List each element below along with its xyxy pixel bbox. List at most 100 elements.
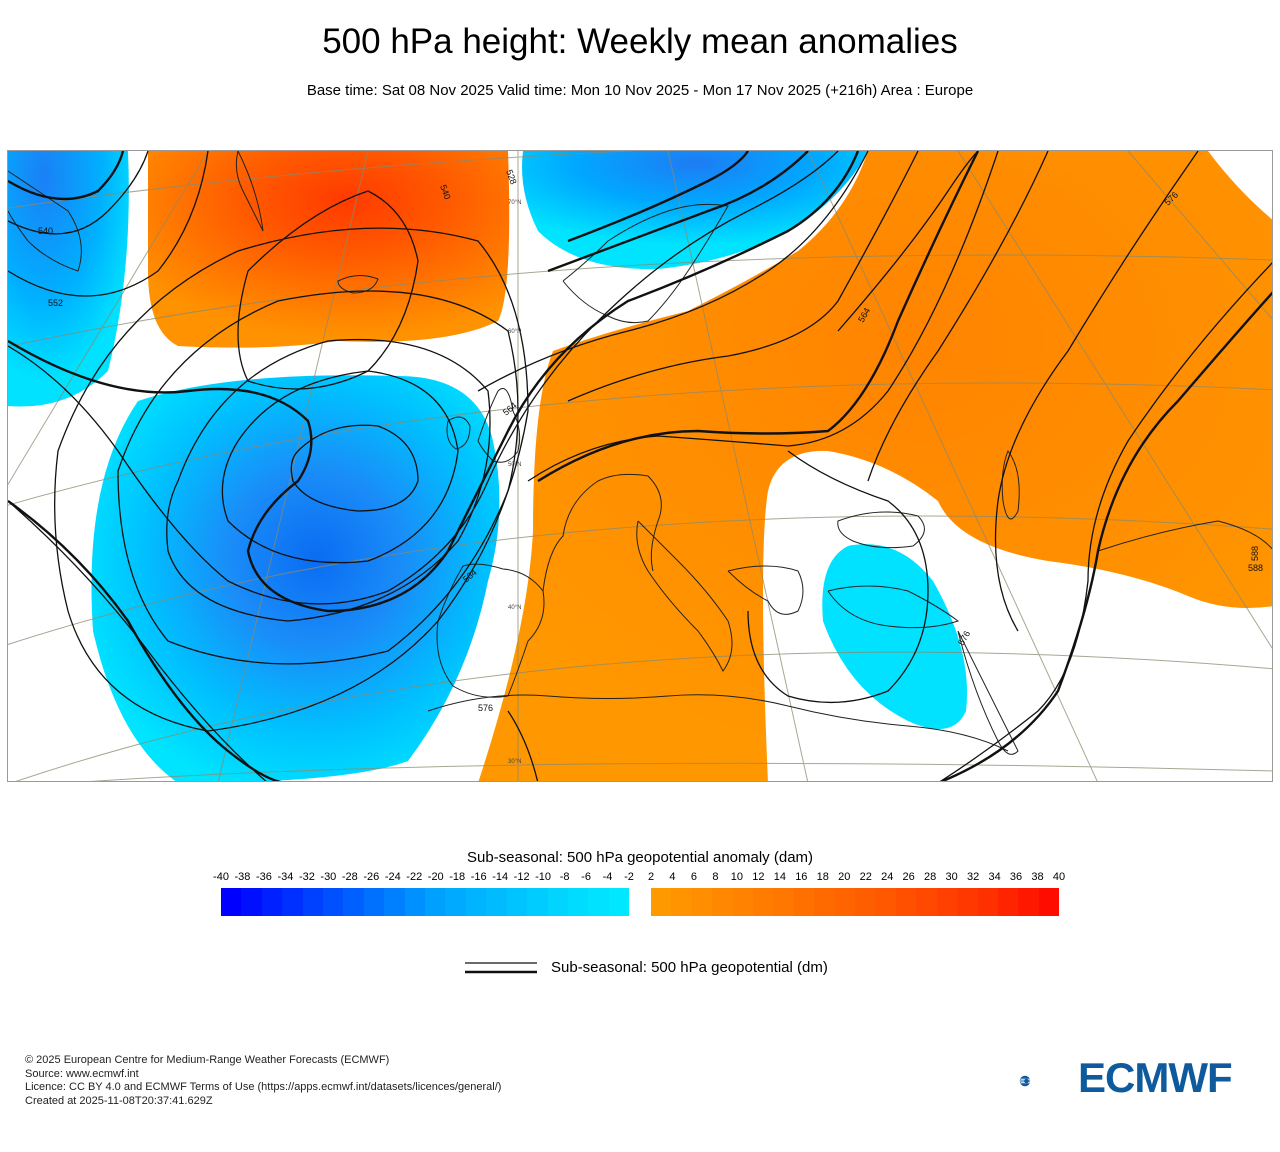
colorbar-swatch xyxy=(671,888,692,916)
coast-caspian xyxy=(1001,449,1020,520)
colorbar-tick-label: 24 xyxy=(881,871,894,883)
contour-540-nw xyxy=(8,151,149,235)
coast-arabia xyxy=(1097,520,1272,552)
colorbar-tick-label: 4 xyxy=(669,871,676,883)
coast-turkey xyxy=(827,585,960,629)
colorbar-tick-label: 12 xyxy=(752,871,765,883)
colorbar-tick-label: 6 xyxy=(690,871,697,883)
contour-588-bold xyxy=(939,291,1272,781)
colorbar-tick-label: -6 xyxy=(581,871,591,883)
colorbar-swatch xyxy=(241,888,262,916)
contour-576-bold xyxy=(537,151,980,483)
colorbar-tick-label: -38 xyxy=(234,871,251,883)
contour-label: 528 xyxy=(504,168,519,186)
contour-label: 588 xyxy=(1248,563,1263,573)
colorbar-tick-label: -22 xyxy=(406,871,423,883)
colorbar-tick-label: 22 xyxy=(859,871,872,883)
colorbar-swatch xyxy=(834,888,856,916)
contour-528-scandi xyxy=(567,151,749,243)
coast-black-sea xyxy=(837,511,925,549)
colorbar-tick-label: 8 xyxy=(712,871,719,883)
colorbar-swatch xyxy=(221,888,242,916)
colorbar-swatch xyxy=(977,888,998,916)
chart-title: 500 hPa height: Weekly mean anomalies xyxy=(322,22,958,61)
contour-east-3 xyxy=(939,262,1272,781)
colorbar-swatch xyxy=(916,888,937,916)
coast-iberia xyxy=(436,563,545,698)
geopotential-contours xyxy=(8,151,1272,781)
colorbar-tick-label: 34 xyxy=(988,871,1001,883)
footer-copyright: © 2025 European Centre for Medium-Range … xyxy=(25,1054,390,1066)
contour-540-scandi xyxy=(547,151,809,273)
colorbar-tick-label: 20 xyxy=(838,871,851,883)
colorbar-swatch xyxy=(957,888,978,916)
colorbar-swatch xyxy=(445,888,466,916)
lat-label: 50°N xyxy=(508,462,521,468)
colorbar-swatch xyxy=(773,888,794,916)
colorbar-tick-label: 30 xyxy=(945,871,958,883)
colorbar-swatch xyxy=(753,888,774,916)
colorbar-swatch xyxy=(547,888,568,916)
colorbar-tick-label: -28 xyxy=(341,871,358,883)
contour-576-main xyxy=(477,151,869,392)
coast-ireland xyxy=(446,416,471,450)
footer-credits: © 2025 European Centre for Medium-Range … xyxy=(25,1054,501,1108)
colorbar-tick-label: -8 xyxy=(559,871,570,883)
negative-anomaly-atlantic xyxy=(91,375,500,781)
coast-balkans xyxy=(727,565,804,615)
colorbar-swatch xyxy=(895,888,917,916)
positive-anomaly-greenland xyxy=(148,151,510,348)
coast-france xyxy=(542,473,662,592)
colorbar-tick-label: 36 xyxy=(1009,871,1023,883)
coast-red-sea xyxy=(957,630,1019,755)
colorbar-tick-label: 10 xyxy=(730,871,744,883)
latitude-labels: 70°N 60°N 50°N 40°N 30°N xyxy=(508,200,521,765)
contour-east-1 xyxy=(867,151,1049,482)
contour-540-bold xyxy=(8,151,125,201)
colorbar-tick-label: -32 xyxy=(298,871,315,883)
contour-label: 552 xyxy=(48,298,63,308)
negative-anomaly-canada xyxy=(8,151,129,407)
contour-greenland-low xyxy=(237,190,419,390)
contour-legend-label: Sub-seasonal: 500 hPa geopotential (dm) xyxy=(551,959,828,976)
colorbar-tick-label: -12 xyxy=(513,871,530,883)
colorbar-swatch xyxy=(343,888,364,916)
lat-label: 70°N xyxy=(508,200,521,206)
colorbar-tick-label: -24 xyxy=(384,871,401,883)
contour-576 xyxy=(8,500,267,781)
colorbar-swatch xyxy=(486,888,507,916)
geopotential-contours-bold xyxy=(8,151,1272,781)
contour-552-nw xyxy=(8,151,209,297)
negative-anomaly-eastern-med xyxy=(822,544,968,729)
colorbar-swatch xyxy=(527,888,548,916)
colorbar-tick-label: -30 xyxy=(320,871,337,883)
contour-atlantic-low-3 xyxy=(166,338,491,622)
colorbar-swatch xyxy=(404,888,426,916)
footer-created: Created at 2025-11-08T20:37:41.629Z xyxy=(25,1094,213,1107)
colorbar-tick-label: 28 xyxy=(924,871,937,883)
colorbar-tick-label: -16 xyxy=(470,871,487,883)
colorbar-tick-label: 2 xyxy=(647,871,655,883)
contour-564-bold xyxy=(8,500,282,781)
colorbar-tick-label: 40 xyxy=(1052,871,1066,883)
footer-licence: Licence: CC BY 4.0 and ECMWF Terms of Us… xyxy=(25,1081,502,1093)
colorbar-swatch xyxy=(712,888,733,916)
colorbar-swatch xyxy=(691,888,713,916)
coast-iceland xyxy=(337,275,379,294)
colorbar-tick-label: -36 xyxy=(255,871,272,883)
colorbar-tick-label: -4 xyxy=(602,871,613,883)
colorbar-positive xyxy=(651,888,1060,916)
colorbar-swatch xyxy=(302,888,324,916)
colorbar-tick-label: -18 xyxy=(449,871,466,883)
colorbar-swatch xyxy=(936,888,958,916)
colorbar-tick-label: -26 xyxy=(363,871,380,883)
colorbar-swatch xyxy=(323,888,344,916)
coast-scandinavia xyxy=(562,203,729,324)
colorbar-swatch xyxy=(793,888,815,916)
contour-label: 576 xyxy=(478,703,493,713)
colorbar-swatch xyxy=(282,888,303,916)
contour-south-africa xyxy=(507,710,539,781)
contour-label: 540 xyxy=(38,226,53,236)
graticule xyxy=(8,151,1272,781)
coast-britain xyxy=(477,388,521,463)
